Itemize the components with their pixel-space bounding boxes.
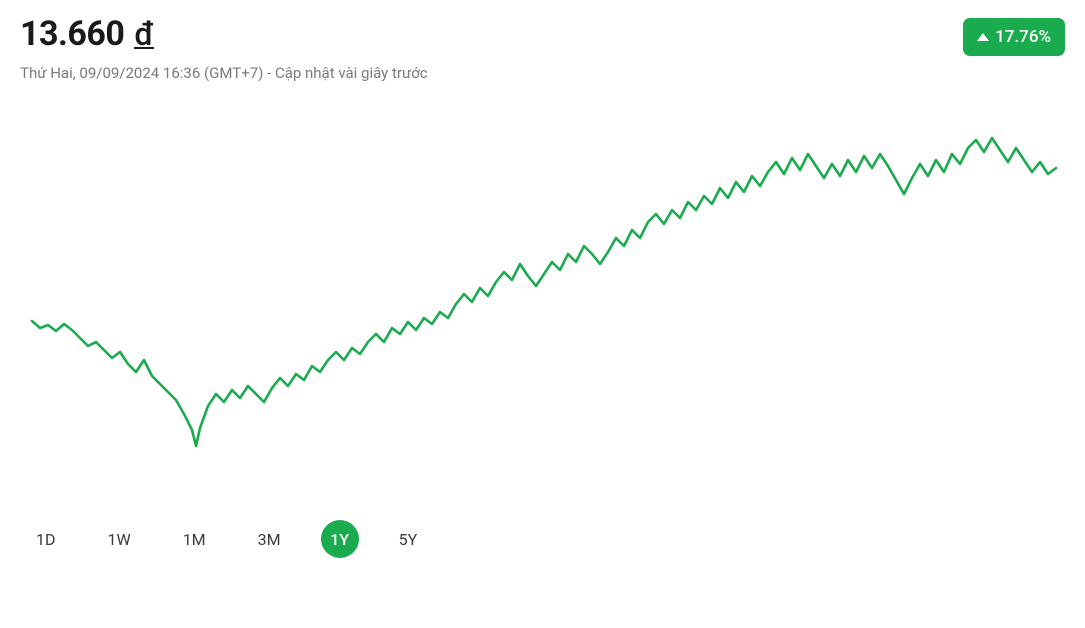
timestamp-text: Thứ Hai, 09/09/2024 16:36 (GMT+7) - Cập … [20,64,428,82]
range-1m[interactable]: 1M [171,522,218,557]
price-chart[interactable] [20,106,1065,496]
chart-line [32,138,1056,446]
range-5y[interactable]: 5Y [387,522,430,557]
range-selector: 1D 1W 1M 3M 1Y 5Y [20,520,1065,558]
caret-up-icon [977,33,989,41]
price-line: 13.660 đ [20,14,428,54]
chart-svg [20,106,1065,496]
price-value: 13.660 [20,14,124,54]
price-block: 13.660 đ Thứ Hai, 09/09/2024 16:36 (GMT+… [20,14,428,82]
range-3m[interactable]: 3M [246,522,293,557]
change-badge: 17.76% [963,18,1065,56]
range-1y[interactable]: 1Y [321,520,359,558]
header-row: 13.660 đ Thứ Hai, 09/09/2024 16:36 (GMT+… [20,14,1065,82]
range-1d[interactable]: 1D [24,522,68,557]
change-percent: 17.76% [995,27,1051,47]
range-1w[interactable]: 1W [96,522,143,557]
price-currency: đ [134,15,154,53]
